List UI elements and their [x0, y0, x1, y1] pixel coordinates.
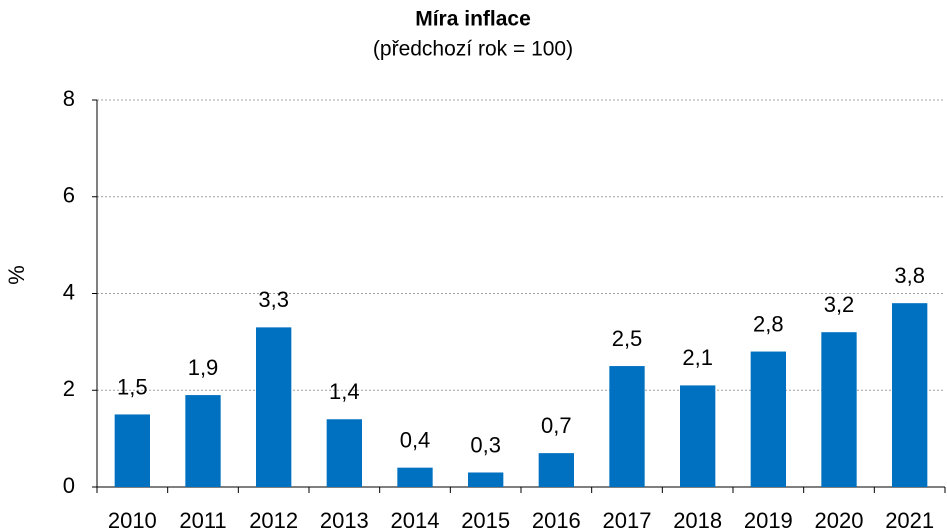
- bar: [821, 332, 857, 487]
- x-tick-label: 2021: [885, 508, 934, 529]
- x-tick-label: 2020: [815, 508, 864, 529]
- y-tick-label: 0: [63, 473, 75, 498]
- value-label: 2,5: [612, 326, 643, 351]
- y-tick-label: 2: [63, 376, 75, 401]
- bar: [468, 472, 504, 487]
- value-label: 1,4: [329, 379, 360, 404]
- x-tick-label: 2012: [249, 508, 298, 529]
- x-tick-label: 2016: [532, 508, 581, 529]
- y-tick-label: 4: [63, 279, 75, 304]
- y-tick-label: 6: [63, 183, 75, 208]
- chart-subtitle: (předchozí rok = 100): [373, 38, 573, 61]
- bar: [750, 351, 786, 487]
- bar: [256, 327, 292, 487]
- value-label: 0,7: [541, 413, 572, 438]
- bar: [538, 453, 574, 487]
- bar: [185, 395, 221, 487]
- value-label: 3,8: [894, 263, 925, 288]
- x-tick-label: 2011: [179, 508, 226, 529]
- bar: [114, 414, 150, 487]
- value-label: 3,2: [824, 292, 855, 317]
- value-label: 0,4: [400, 427, 431, 452]
- value-label: 3,3: [258, 287, 289, 312]
- x-tick-label: 2019: [744, 508, 793, 529]
- y-axis-label: %: [4, 265, 29, 285]
- x-tick-label: 2017: [603, 508, 652, 529]
- bar: [609, 366, 645, 487]
- value-label: 0,3: [470, 432, 501, 457]
- x-tick-label: 2014: [391, 508, 440, 529]
- value-label: 1,9: [188, 355, 219, 380]
- chart-title: Míra inflace: [415, 8, 531, 31]
- bar: [680, 385, 716, 487]
- x-tick-label: 2015: [461, 508, 510, 529]
- value-label: 2,1: [682, 345, 713, 370]
- bar: [892, 303, 928, 487]
- value-label: 1,5: [117, 374, 148, 399]
- value-label: 2,8: [753, 311, 784, 336]
- bar: [326, 419, 362, 487]
- bar: [397, 467, 433, 487]
- x-tick-label: 2013: [320, 508, 369, 529]
- y-tick-label: 8: [63, 86, 75, 111]
- x-tick-label: 2010: [108, 508, 157, 529]
- x-tick-label: 2018: [673, 508, 722, 529]
